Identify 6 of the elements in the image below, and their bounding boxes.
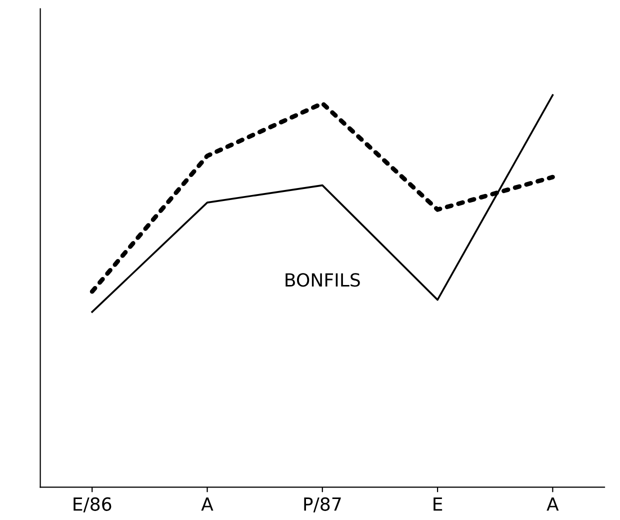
x-tick-label: E [434, 498, 442, 511]
x-tick-label: A [201, 498, 214, 511]
x-tick-label: E/86 [74, 497, 112, 512]
x-tick-label: P/87 [304, 497, 341, 512]
x-tick-label: A [546, 498, 559, 511]
annotation: BONFILS [286, 273, 360, 287]
